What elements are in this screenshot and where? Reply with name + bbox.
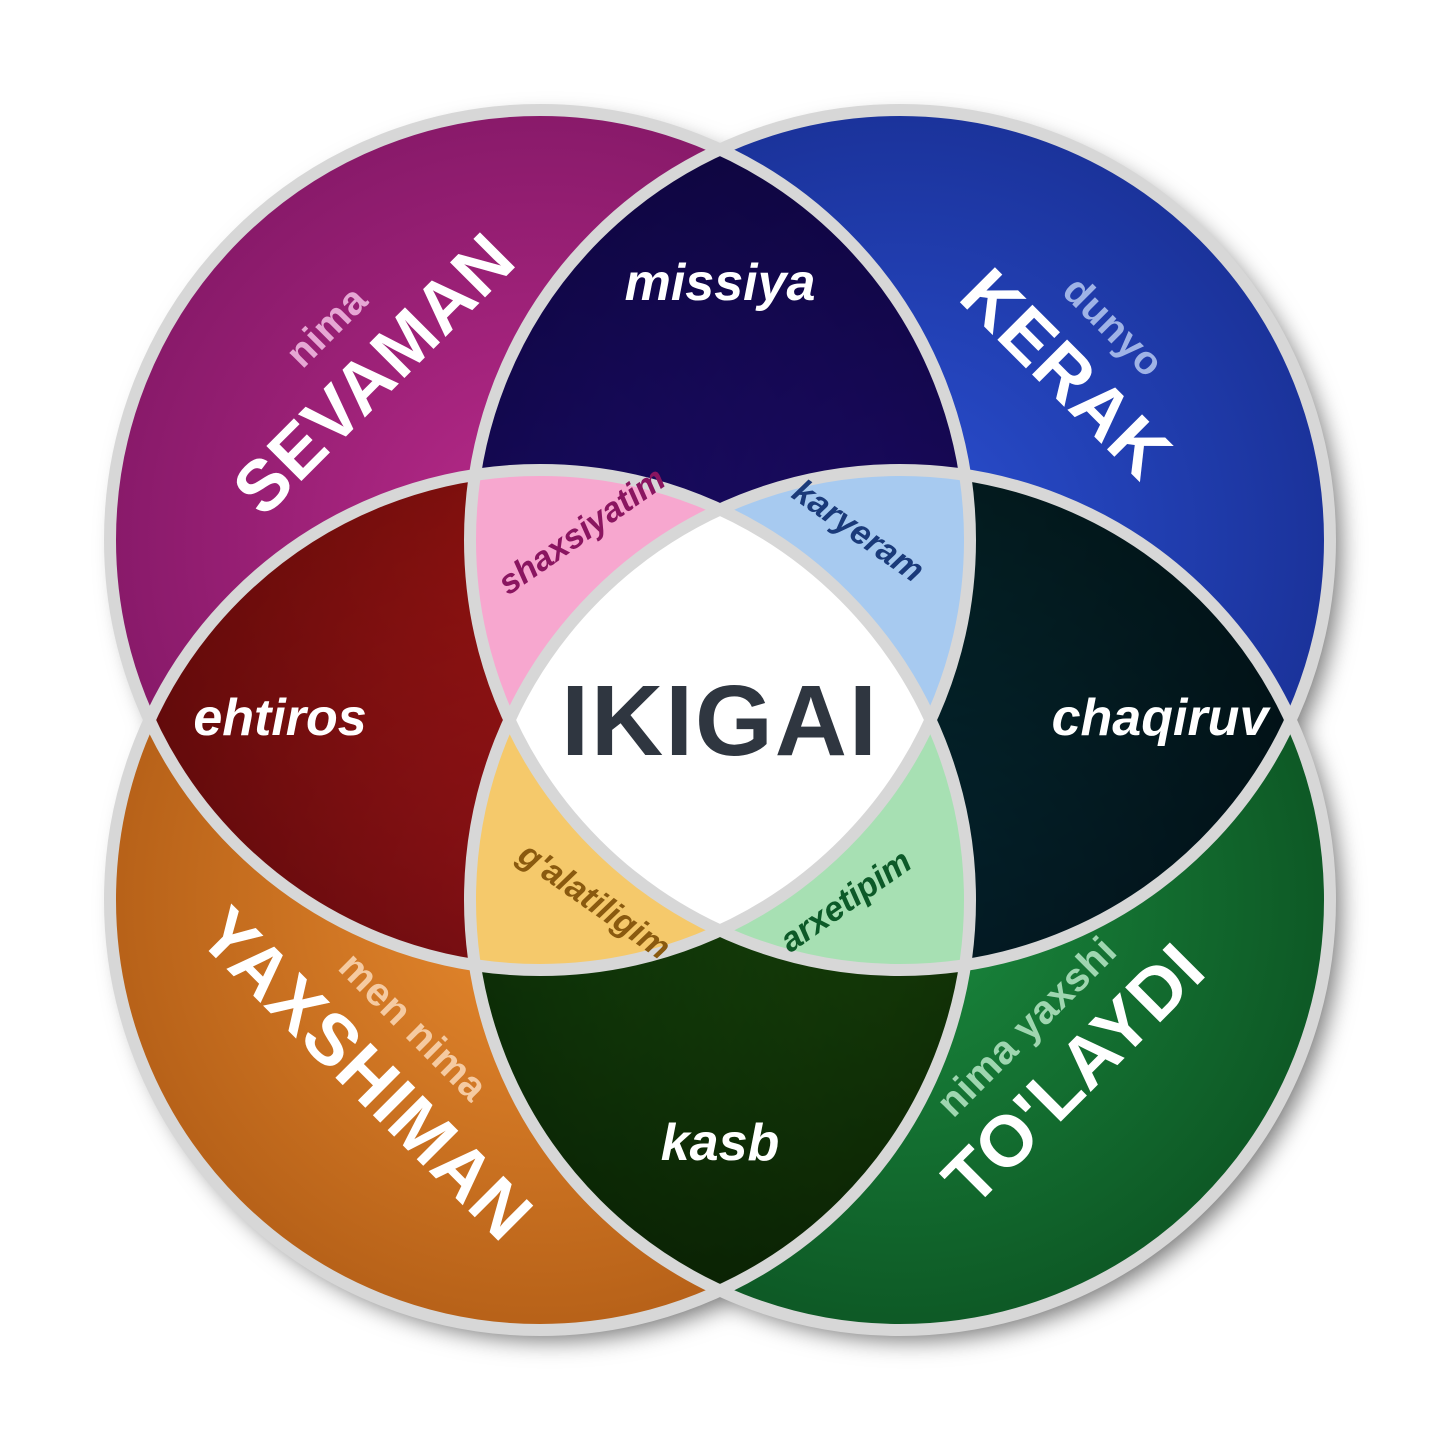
label-missiya: missiya	[625, 254, 816, 312]
label-ehtiros: ehtiros	[193, 689, 366, 747]
ikigai-venn-diagram: nima SEVAMAN dunyo KERAK men nima YAXSHI…	[0, 0, 1440, 1440]
label-chaqiruv: chaqiruv	[1052, 689, 1272, 747]
label-ikigai: IKIGAI	[561, 665, 879, 777]
label-kasb: kasb	[661, 1114, 780, 1172]
